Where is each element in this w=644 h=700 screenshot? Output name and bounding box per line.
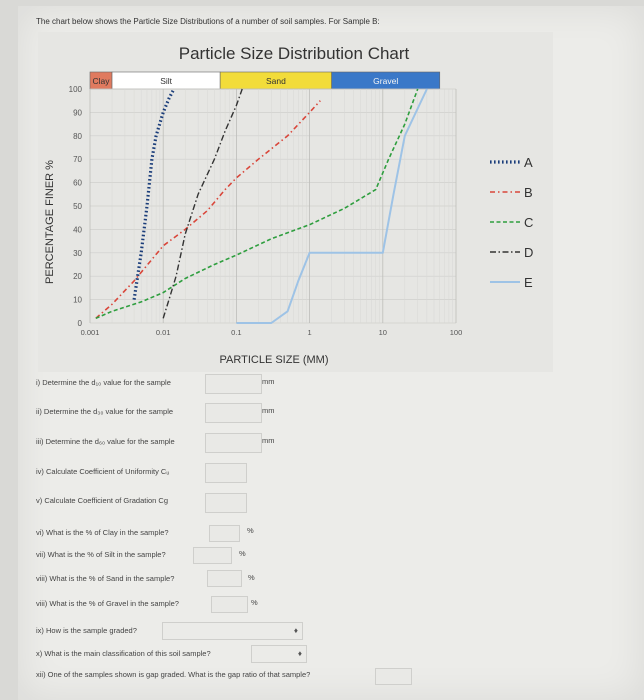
unit-label: mm [262, 436, 275, 445]
answer-select[interactable]: ♦ [162, 622, 303, 640]
band-label: Sand [266, 76, 286, 86]
question-text: x) What is the main classification of th… [36, 649, 211, 658]
question-text: vi) What is the % of Clay in the sample? [36, 528, 169, 537]
y-tick-label: 60 [73, 179, 82, 188]
series-a-line [132, 88, 176, 300]
question-text: ix) How is the sample graded? [36, 626, 137, 635]
y-tick-label: 10 [73, 296, 82, 305]
y-tick-label: 70 [73, 155, 82, 164]
y-tick-label: 100 [69, 85, 83, 94]
y-tick-label: 50 [73, 202, 82, 211]
legend-label-a: A [524, 155, 533, 170]
answer-input[interactable] [205, 433, 262, 453]
x-tick-label: 100 [450, 328, 463, 337]
question-text: iii) Determine the d₆₀ value for the sam… [36, 437, 175, 446]
x-tick-label: 0.001 [81, 328, 100, 337]
chart-panel: Particle Size Distribution Chart Clay Sil… [38, 32, 553, 372]
answer-input[interactable] [207, 570, 242, 587]
particle-size-chart: Particle Size Distribution Chart Clay Sil… [44, 44, 533, 366]
answer-select[interactable]: ♦ [251, 645, 307, 663]
y-axis-label: PERCENTAGE FINER % [44, 160, 56, 284]
y-tick-label: 40 [73, 225, 82, 234]
chart-title: Particle Size Distribution Chart [179, 44, 410, 63]
answer-input[interactable] [211, 596, 248, 613]
x-tick-label: 0.1 [231, 328, 241, 337]
question-text: i) Determine the d₁₀ value for the sampl… [36, 378, 171, 387]
answer-input[interactable] [375, 668, 412, 685]
answer-input[interactable] [205, 493, 247, 513]
answer-input[interactable] [205, 374, 262, 394]
unit-label: % [239, 549, 246, 558]
answer-input[interactable] [209, 525, 240, 542]
x-tick-label: 10 [379, 328, 387, 337]
legend-label-c: C [524, 215, 533, 230]
x-axis-label: PARTICLE SIZE (MM) [220, 354, 329, 366]
x-tick-label: 1 [308, 328, 312, 337]
question-text: vii) What is the % of Silt in the sample… [36, 550, 166, 559]
series-b-line [95, 100, 321, 319]
x-tick-label: 0.01 [156, 328, 171, 337]
chevron-down-icon: ♦ [293, 626, 298, 635]
question-text: xii) One of the samples shown is gap gra… [36, 670, 311, 679]
y-tick-label: 80 [73, 132, 82, 141]
answer-input[interactable] [205, 403, 262, 423]
question-text: viii) What is the % of Sand in the sampl… [36, 574, 175, 583]
chevron-down-icon: ♦ [297, 649, 302, 658]
unit-label: mm [262, 377, 275, 386]
y-tick-label: 20 [73, 272, 82, 281]
unit-label: % [247, 526, 254, 535]
y-tick-label: 90 [73, 108, 82, 117]
answer-input[interactable] [193, 547, 232, 564]
band-label: Clay [93, 76, 111, 86]
question-text: ii) Determine the d₃₀ value for the samp… [36, 407, 174, 416]
series-e-line [236, 88, 428, 324]
question-text: viii) What is the % of Gravel in the sam… [36, 599, 179, 608]
unit-label: % [251, 598, 258, 607]
series-c-line [95, 88, 419, 320]
y-tick-label: 30 [73, 249, 82, 258]
intro-text: The chart below shows the Particle Size … [36, 17, 380, 26]
band-label: Silt [160, 76, 172, 86]
legend-label-e: E [524, 275, 533, 290]
question-text: v) Calculate Coefficient of Gradation Cg [36, 496, 169, 505]
band-label: Gravel [373, 76, 398, 86]
series-d-line [162, 88, 243, 319]
unit-label: % [248, 573, 255, 582]
answer-input[interactable] [205, 463, 247, 483]
legend-label-d: D [524, 245, 533, 260]
question-text: iv) Calculate Coefficient of Uniformity … [36, 467, 170, 476]
unit-label: mm [262, 406, 275, 415]
y-tick-label: 0 [78, 319, 83, 328]
legend-label-b: B [524, 185, 533, 200]
